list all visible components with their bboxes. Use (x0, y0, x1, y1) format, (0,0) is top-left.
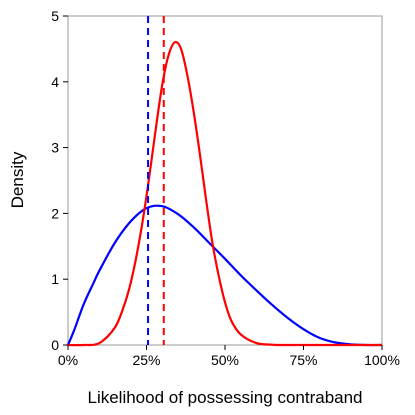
plot-frame (67, 15, 383, 346)
x-tick-label: 50% (211, 352, 239, 368)
x-tick-label: 75% (289, 352, 317, 368)
y-tick-label: 5 (51, 8, 59, 24)
y-tick-label: 4 (51, 74, 59, 90)
x-tick-label: 0% (58, 352, 78, 368)
y-tick-label: 1 (51, 271, 59, 287)
series-layer (66, 40, 383, 347)
density-curve-2 (67, 40, 383, 347)
y-tick-label: 0 (51, 337, 59, 353)
x-axis-ticks: 0% 25% 50% 75% 100% (58, 345, 400, 368)
y-axis-title: Density (8, 151, 27, 208)
x-tick-label: 100% (364, 352, 400, 368)
y-tick-label: 3 (51, 140, 59, 156)
mean-lines (147, 16, 165, 345)
x-tick-label: 25% (132, 352, 160, 368)
x-axis-title: Likelihood of possessing contraband (87, 388, 362, 407)
y-tick-label: 2 (51, 205, 59, 221)
density-curve-1 (66, 204, 383, 347)
y-axis-ticks: 0 1 2 3 4 5 (51, 8, 68, 353)
